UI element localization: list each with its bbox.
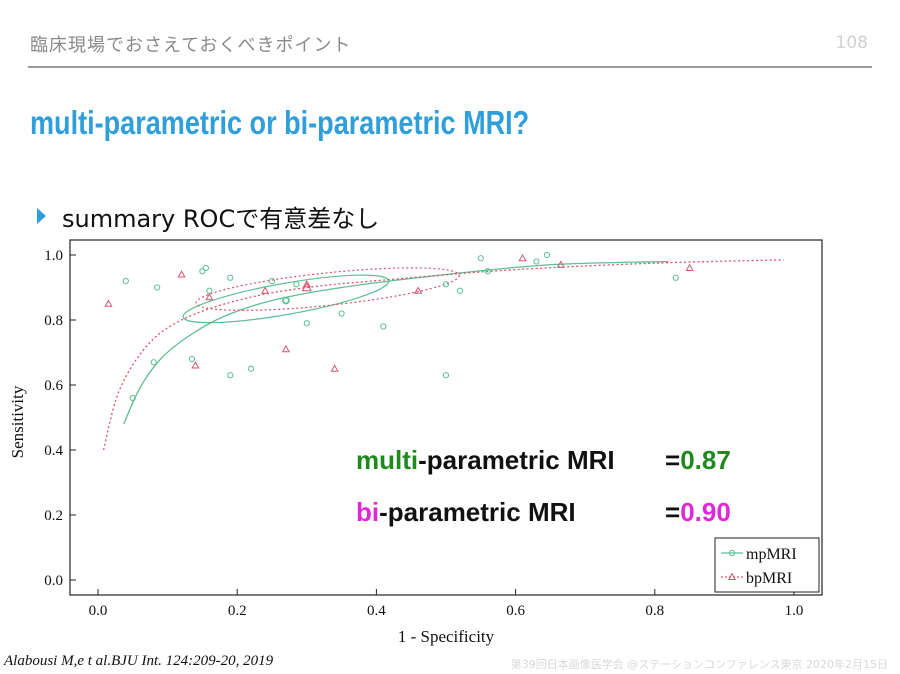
slide-title: multi-parametric or bi-parametric MRI? <box>30 104 530 141</box>
mp-study-point <box>533 258 540 265</box>
bp-value: =0.90 <box>665 497 731 527</box>
bp-auc-value: =0.90 <box>665 497 731 528</box>
x-tick-label: 0.4 <box>367 603 386 619</box>
y-tick-label: 0.8 <box>44 313 63 329</box>
x-tick-label: 0.8 <box>645 603 664 619</box>
legend-marker <box>728 549 736 557</box>
mp-study-point <box>227 372 234 379</box>
page-number: 108 <box>835 33 868 53</box>
mp-study-point <box>268 277 276 285</box>
mp-value: =0.87 <box>665 445 731 475</box>
header-divider <box>28 66 872 68</box>
mp-study-point <box>543 251 551 259</box>
x-tick-label: 1.0 <box>785 603 804 619</box>
equals-sign: = <box>665 497 681 527</box>
auc-number: 0.90 <box>680 497 731 527</box>
mp-prefix: multi <box>356 445 419 475</box>
bp-rest: -parametric MRI <box>379 497 576 527</box>
bp-study-point <box>205 292 214 301</box>
bp-study-point <box>518 253 527 262</box>
mp-rest: -parametric MRI <box>418 445 615 475</box>
bp-study-point <box>330 364 339 372</box>
roc-chart: 0.0 0.2 0.4 0.6 0.8 1.0 0.0 0.2 0.4 0.6 0.8 1.0 mpM… <box>8 239 823 646</box>
y-tick-label: 1.0 <box>44 248 63 264</box>
mp-study-point <box>282 297 290 304</box>
legend-box <box>714 537 820 593</box>
y-tick-label: 0.4 <box>44 443 63 459</box>
mp-study-point <box>442 372 450 379</box>
bullet-triangle-icon <box>37 208 46 224</box>
bp-summary-curve <box>102 259 784 451</box>
bp-prefix: bi <box>356 497 380 527</box>
x-tick-label: 0.0 <box>89 603 108 619</box>
mp-study-point <box>188 355 196 363</box>
mp-summary-point <box>282 296 290 305</box>
x-tick-label: 0.6 <box>506 603 525 619</box>
legend-marker <box>727 572 737 580</box>
bp-study-point <box>104 299 113 307</box>
footer: 第39回日本画像医学会 @ステーションコンファレンス東京 2020年2月15日 <box>510 658 888 671</box>
legend-label: bpMRI <box>746 570 792 587</box>
bullet-text: summary ROCで有意差なし <box>62 205 380 233</box>
x-axis-label: 1 - Specificity <box>398 627 495 646</box>
mp-study-point <box>206 287 213 294</box>
study-points <box>104 251 694 402</box>
mp-study-point <box>150 359 157 366</box>
bp-study-point <box>177 270 186 278</box>
auc-number: 0.87 <box>680 445 731 475</box>
mp-study-point <box>442 281 450 288</box>
mp-study-point <box>380 323 387 330</box>
mp-study-point <box>456 287 464 294</box>
mp-study-point <box>227 274 234 281</box>
mp-study-point <box>477 255 484 262</box>
mp-study-point <box>484 268 491 275</box>
legend: mpMRI bpMRI <box>714 537 820 593</box>
mp-study-point <box>154 284 161 291</box>
mp-auc-line: multi-parametric MRI <box>356 445 615 476</box>
y-tick-label: 0.2 <box>44 508 63 524</box>
bp-study-point <box>685 263 694 271</box>
summary-curves <box>102 259 784 451</box>
mp-study-point <box>122 277 129 285</box>
mp-confidence-ellipse <box>182 274 390 324</box>
plot-border <box>69 239 823 596</box>
plot-frame <box>69 239 823 596</box>
equals-sign: = <box>665 445 681 475</box>
citation: Alabousi M,e t al.BJU Int. 124:209-20, 2… <box>4 653 274 669</box>
mp-study-point <box>129 394 136 402</box>
mp-summary-curve <box>123 260 669 425</box>
mp-study-point <box>672 274 679 281</box>
bp-auc-line: bi-parametric MRI <box>356 497 576 528</box>
y-tick-label: 0.0 <box>44 573 63 589</box>
header-title: 臨床現場でおさえておくべきポイント <box>30 35 352 56</box>
mp-auc-value: =0.87 <box>665 445 731 476</box>
mp-study-point <box>338 310 345 317</box>
x-tick-label: 0.2 <box>228 603 247 619</box>
bp-study-point <box>191 361 200 369</box>
legend-label: mpMRI <box>746 546 797 563</box>
bp-study-point <box>302 279 311 288</box>
mp-study-point <box>303 320 310 327</box>
mp-study-point <box>199 268 206 275</box>
bp-study-point <box>556 260 565 268</box>
mp-study-point <box>293 281 300 288</box>
y-tick-label: 0.6 <box>44 378 63 394</box>
bp-study-point <box>414 286 423 294</box>
y-axis-label: Sensitivity <box>8 385 27 458</box>
bp-summary-point <box>301 282 312 292</box>
mp-study-point <box>202 264 209 272</box>
bp-study-point <box>281 344 291 353</box>
bp-study-point <box>260 286 270 294</box>
mp-study-point <box>248 365 255 372</box>
axis-ticks: 0.0 0.2 0.4 0.6 0.8 1.0 0.0 0.2 0.4 0.6 0.8 1.0 <box>44 248 803 619</box>
bp-confidence-ellipse <box>195 267 460 311</box>
